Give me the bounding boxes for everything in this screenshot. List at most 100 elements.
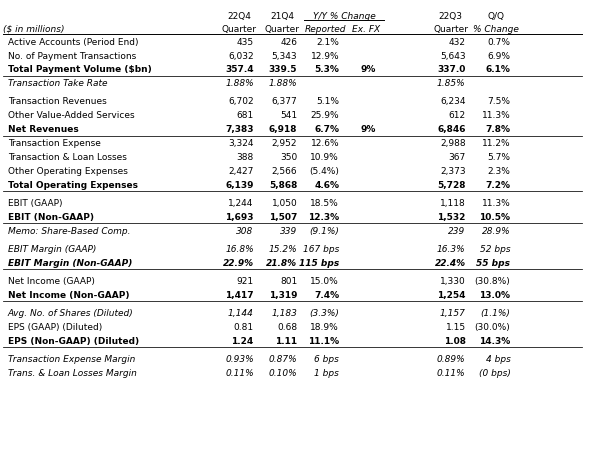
Text: 2,566: 2,566 [272,167,297,175]
Text: ($ in millions): ($ in millions) [3,25,64,33]
Text: 9%: 9% [361,125,376,134]
Text: 2,373: 2,373 [440,167,466,175]
Text: 308: 308 [236,226,254,235]
Text: 167 bps: 167 bps [303,244,339,253]
Text: 1.88%: 1.88% [225,79,254,88]
Text: EBIT (GAAP): EBIT (GAAP) [8,199,62,207]
Text: 2,988: 2,988 [440,139,466,148]
Text: (1.1%): (1.1%) [481,308,510,317]
Text: 1.15: 1.15 [445,322,466,331]
Text: EBIT (Non-GAAP): EBIT (Non-GAAP) [8,213,94,221]
Text: 6,032: 6,032 [228,51,254,60]
Text: 22Q4: 22Q4 [227,12,251,20]
Text: Quarter: Quarter [433,25,468,33]
Text: 28.9%: 28.9% [482,226,510,235]
Text: 115 bps: 115 bps [299,258,339,267]
Text: 21.8%: 21.8% [266,258,297,267]
Text: 21Q4: 21Q4 [270,12,294,20]
Text: (9.1%): (9.1%) [309,226,339,235]
Text: 6,846: 6,846 [437,125,466,134]
Text: 1,157: 1,157 [440,308,466,317]
Text: 12.9%: 12.9% [310,51,339,60]
Text: Transaction Take Rate: Transaction Take Rate [8,79,107,88]
Text: Y/Y % Change: Y/Y % Change [313,12,376,20]
Text: 1,183: 1,183 [272,308,297,317]
Text: Transaction Revenues: Transaction Revenues [8,97,106,106]
Text: EBIT Margin (Non-GAAP): EBIT Margin (Non-GAAP) [8,258,132,267]
Text: 0.87%: 0.87% [269,354,297,363]
Text: 1.11: 1.11 [275,336,297,345]
Text: Q/Q: Q/Q [487,12,504,20]
Text: 432: 432 [449,38,466,46]
Text: EPS (GAAP) (Diluted): EPS (GAAP) (Diluted) [8,322,102,331]
Text: 6.1%: 6.1% [485,65,510,74]
Text: 1,244: 1,244 [228,199,254,207]
Text: 10.9%: 10.9% [310,153,339,162]
Text: 426: 426 [281,38,297,46]
Text: Ex. FX: Ex. FX [352,25,380,33]
Text: 5,728: 5,728 [437,181,466,189]
Text: 0.11%: 0.11% [225,368,254,377]
Text: Other Value-Added Services: Other Value-Added Services [8,111,134,120]
Text: 681: 681 [236,111,254,120]
Text: (30.0%): (30.0%) [475,322,510,331]
Text: 1,319: 1,319 [269,290,297,299]
Text: 1.85%: 1.85% [437,79,466,88]
Text: 1,330: 1,330 [440,276,466,285]
Text: Total Payment Volume ($bn): Total Payment Volume ($bn) [8,65,152,74]
Text: 921: 921 [236,276,254,285]
Text: 0.68: 0.68 [277,322,297,331]
Text: 12.6%: 12.6% [310,139,339,148]
Text: 16.8%: 16.8% [225,244,254,253]
Text: 22.9%: 22.9% [223,258,254,267]
Text: EPS (Non-GAAP) (Diluted): EPS (Non-GAAP) (Diluted) [8,336,139,345]
Text: 7.8%: 7.8% [485,125,510,134]
Text: 16.3%: 16.3% [437,244,466,253]
Text: 7.4%: 7.4% [314,290,339,299]
Text: 5.1%: 5.1% [316,97,339,106]
Text: Quarter: Quarter [221,25,256,33]
Text: 18.5%: 18.5% [310,199,339,207]
Text: 6,918: 6,918 [269,125,297,134]
Text: 350: 350 [280,153,297,162]
Text: 6,139: 6,139 [225,181,254,189]
Text: No. of Payment Transactions: No. of Payment Transactions [8,51,136,60]
Text: 7.2%: 7.2% [485,181,510,189]
Text: 239: 239 [448,226,466,235]
Text: 1.24: 1.24 [232,336,254,345]
Text: (0 bps): (0 bps) [479,368,510,377]
Text: 1,254: 1,254 [437,290,466,299]
Text: 1,417: 1,417 [225,290,254,299]
Text: (5.4%): (5.4%) [309,167,339,175]
Text: 0.10%: 0.10% [269,368,297,377]
Text: 1.08: 1.08 [444,336,466,345]
Text: 0.7%: 0.7% [487,38,510,46]
Text: 2,427: 2,427 [228,167,254,175]
Text: Net Income (Non-GAAP): Net Income (Non-GAAP) [8,290,130,299]
Text: 0.81: 0.81 [233,322,254,331]
Text: 18.9%: 18.9% [310,322,339,331]
Text: Avg. No. of Shares (Diluted): Avg. No. of Shares (Diluted) [8,308,134,317]
Text: Transaction Expense Margin: Transaction Expense Margin [8,354,135,363]
Text: (30.8%): (30.8%) [475,276,510,285]
Text: Quarter: Quarter [265,25,300,33]
Text: Trans. & Loan Losses Margin: Trans. & Loan Losses Margin [8,368,137,377]
Text: 435: 435 [236,38,254,46]
Text: 6.9%: 6.9% [487,51,510,60]
Text: 10.5%: 10.5% [479,213,510,221]
Text: 25.9%: 25.9% [310,111,339,120]
Text: 55 bps: 55 bps [476,258,510,267]
Text: 2,952: 2,952 [272,139,297,148]
Text: 1 bps: 1 bps [314,368,339,377]
Text: 14.3%: 14.3% [479,336,510,345]
Text: 5,343: 5,343 [272,51,297,60]
Text: 541: 541 [280,111,297,120]
Text: 0.93%: 0.93% [225,354,254,363]
Text: 11.3%: 11.3% [482,111,510,120]
Text: 1,050: 1,050 [272,199,297,207]
Text: % Change: % Change [473,25,518,33]
Text: 339.5: 339.5 [269,65,297,74]
Text: 5.7%: 5.7% [487,153,510,162]
Text: 6,234: 6,234 [440,97,466,106]
Text: 357.4: 357.4 [225,65,254,74]
